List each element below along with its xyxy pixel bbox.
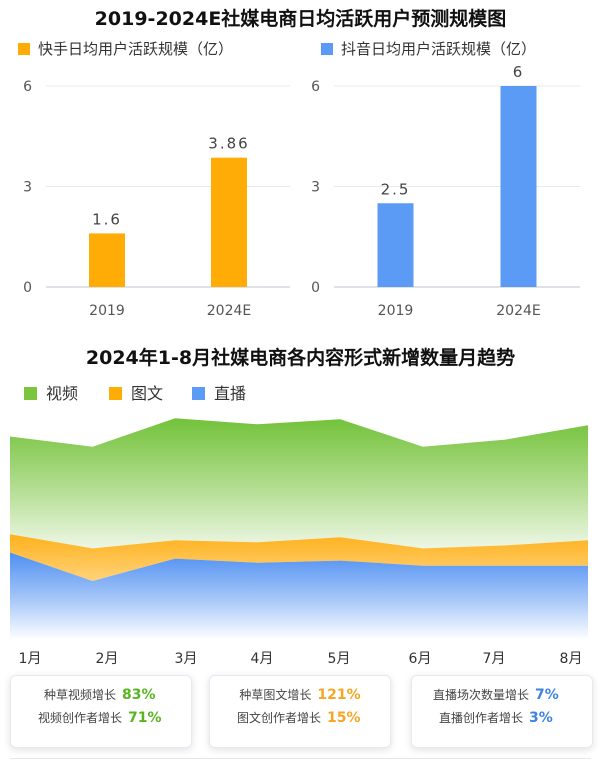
data-label: 2.5 [381,180,411,198]
legend-swatch [24,387,37,400]
area-live [10,552,588,640]
legend-label: 视频 [46,384,78,403]
stat-value: 3% [529,710,553,726]
stat-label: 图文创作者增长 [236,711,321,725]
x-tick-label: 3月 [175,651,198,667]
legend-label: 直播 [214,384,246,403]
legend-label: 快手日均用户活跃规模（亿） [38,40,233,58]
x-tick-label: 2024E [207,303,251,319]
stat-label: 直播场次数量增长 [432,688,529,702]
y-tick-label: 6 [311,79,320,95]
stat-value: 71% [128,710,162,726]
x-tick-label: 2月 [96,651,119,667]
bar [500,86,537,287]
x-tick-label: 4月 [251,651,274,667]
stat-label: 直播创作者增长 [438,711,523,725]
bottom-divider [10,758,591,759]
stat-card-video: 种草视频增长 83% 视频创作者增长 71% [10,675,192,748]
x-tick-label: 2024E [496,303,540,319]
stat-label: 种草视频增长 [43,688,116,702]
x-tick-label: 2019 [89,303,125,319]
stat-value: 15% [327,710,361,726]
section-title: 2024年1-8月社媒电商各内容形式新增数量月趋势 [85,347,516,369]
legend-swatch [321,43,333,55]
area-article [10,534,588,581]
area-video [10,418,588,549]
stat-value: 121% [317,687,361,703]
page-title: 2019-2024E社媒电商日均活跃用户预测规模图 [94,8,507,30]
stat-card-live: 直播场次数量增长 7% 直播创作者增长 3% [411,675,593,748]
x-tick-label: 7月 [483,651,506,667]
legend-swatch [109,387,122,400]
y-tick-label: 3 [311,180,320,196]
x-tick-label: 8月 [560,651,583,667]
legend-label: 抖音日均用户活跃规模（亿） [341,40,536,58]
stat-card-article: 种草图文增长 121% 图文创作者增长 15% [209,675,391,748]
bar [89,233,125,287]
bar [377,203,414,287]
y-tick-label: 3 [23,180,32,196]
legend-swatch [18,43,30,55]
data-label: 3.86 [208,135,249,153]
x-tick-label: 6月 [409,651,432,667]
stat-value: 7% [535,687,559,703]
y-tick-label: 6 [23,79,32,95]
x-tick-label: 2019 [378,303,414,319]
legend-swatch [192,387,205,400]
legend-label: 图文 [131,384,163,403]
stat-label: 视频创作者增长 [37,711,122,725]
stat-label: 种草图文增长 [239,688,312,702]
data-label: 1.6 [92,210,122,228]
stat-value: 83% [122,687,156,703]
y-tick-label: 0 [23,280,32,296]
y-tick-label: 0 [311,280,320,296]
x-tick-label: 5月 [328,651,351,667]
bar [211,157,247,287]
x-tick-label: 1月 [19,651,42,667]
data-label: 6 [513,63,525,81]
